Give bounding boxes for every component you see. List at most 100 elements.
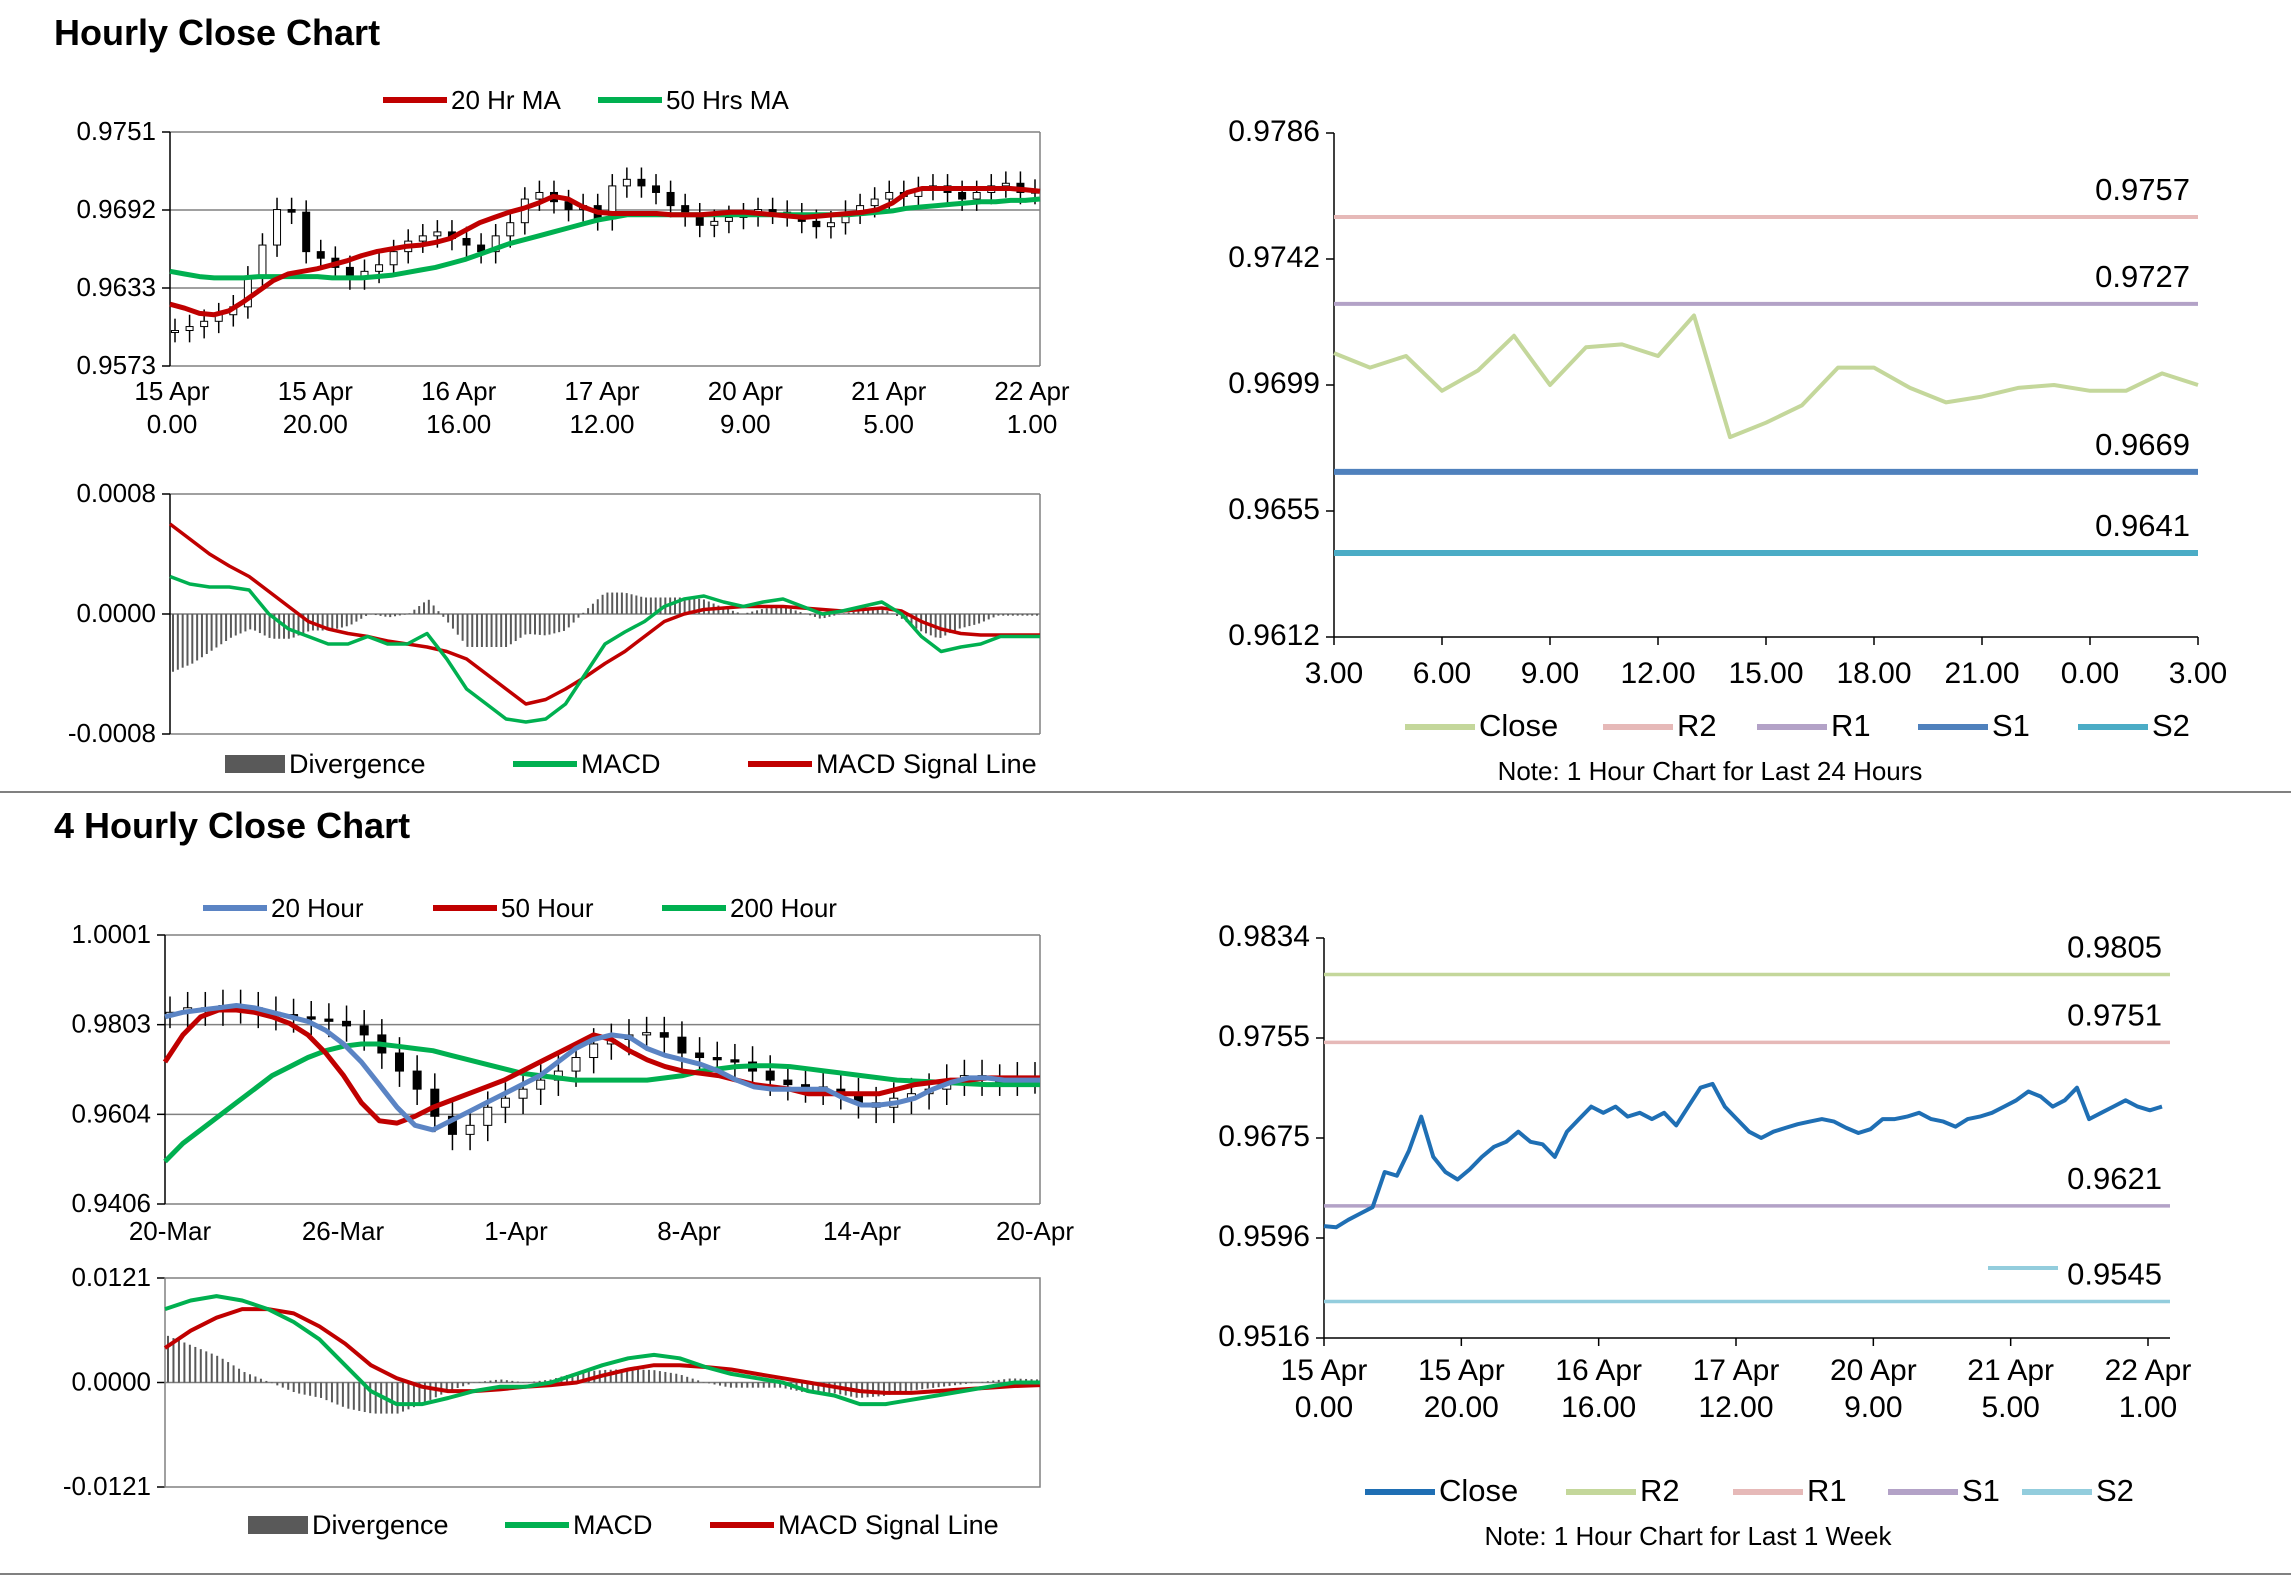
- candle: [418, 235, 427, 242]
- legend-label: 50 Hrs MA: [666, 85, 789, 115]
- candle: [885, 191, 894, 200]
- candle: [826, 222, 835, 228]
- candle: [447, 1115, 457, 1135]
- candle: [812, 220, 821, 228]
- y-tick-label: 0.9655: [1228, 493, 1320, 526]
- candle: [491, 235, 500, 253]
- legend-label: R1: [1831, 708, 1871, 743]
- chart-note: Note: 1 Hour Chart for Last 24 Hours: [1498, 756, 1923, 786]
- x-tick-label: 0.00: [147, 409, 198, 439]
- legend-label: MACD Signal Line: [816, 749, 1037, 779]
- candle: [316, 251, 325, 259]
- x-tick-label: 20.00: [283, 409, 348, 439]
- x-tick-label: 0.00: [2061, 657, 2119, 690]
- candle: [200, 320, 209, 328]
- macd-signal-line: [163, 1307, 1041, 1395]
- four-hourly-macd-chart: 0.0121 0.0000 -0.0121 Divergence MACD MACD Si…: [63, 1262, 1041, 1540]
- legend-label: Close: [1479, 708, 1558, 743]
- x-tick-label: 9.00: [1521, 657, 1579, 690]
- level-label-r1: 0.9751: [2067, 997, 2162, 1032]
- candle: [375, 264, 384, 272]
- level-label-r2: 0.9805: [2067, 929, 2162, 964]
- candle: [412, 1070, 422, 1090]
- level-label-s1: 0.9621: [2067, 1161, 2162, 1196]
- x-tick-label: 3.00: [1305, 657, 1363, 690]
- ma50-line: [169, 196, 1041, 281]
- legend-label: S2: [2152, 708, 2190, 743]
- candle: [642, 1032, 652, 1036]
- y-tick-label: 0.9742: [1228, 241, 1320, 274]
- y-tick-label: 0.9834: [1218, 920, 1310, 953]
- candle: [324, 1018, 334, 1022]
- x-tick-label: 15 Apr: [1418, 1354, 1505, 1387]
- candle: [958, 191, 967, 200]
- x-tick-label: 9.00: [1844, 1391, 1902, 1424]
- candle: [258, 244, 267, 279]
- candle: [433, 231, 442, 237]
- candle: [302, 211, 311, 253]
- candle: [589, 1043, 599, 1059]
- close-line: [1333, 313, 2199, 440]
- y-tick-label: 0.9516: [1218, 1320, 1310, 1353]
- legend-label: S1: [1962, 1473, 2000, 1508]
- legend-label: MACD: [573, 1510, 653, 1540]
- x-tick-label: 20-Apr: [996, 1216, 1074, 1246]
- candle: [870, 198, 879, 207]
- legend-label: R1: [1807, 1473, 1847, 1508]
- legend-label: Close: [1439, 1473, 1518, 1508]
- candle: [342, 1020, 352, 1027]
- y-tick-label: 0.0121: [71, 1262, 151, 1292]
- x-tick-label: 21.00: [1944, 657, 2019, 690]
- four-hourly-section-title: 4 Hourly Close Chart: [54, 805, 411, 846]
- candle: [536, 1079, 546, 1090]
- candle: [273, 209, 282, 246]
- y-tick-label: 0.9406: [71, 1188, 151, 1218]
- chart-note: Note: 1 Hour Chart for Last 1 Week: [1484, 1521, 1892, 1551]
- x-tick-label: 20.00: [1424, 1391, 1499, 1424]
- legend-label: 200 Hour: [730, 893, 837, 923]
- y-tick-label: 0.9596: [1218, 1220, 1310, 1253]
- x-tick-label: 15 Apr: [134, 376, 210, 406]
- y-tick-label: 0.9803: [71, 1009, 151, 1039]
- legend-swatch: [225, 755, 285, 773]
- candle: [710, 220, 719, 226]
- y-tick-label: 0.0000: [71, 1367, 151, 1397]
- candle: [571, 1057, 581, 1072]
- x-tick-label: 17 Apr: [564, 376, 640, 406]
- x-tick-label: 17 Apr: [1693, 1354, 1780, 1387]
- x-tick-label: 5.00: [863, 409, 914, 439]
- legend-label: Divergence: [289, 749, 426, 779]
- x-tick-label: 1-Apr: [484, 1216, 548, 1246]
- x-tick-label: 21 Apr: [851, 376, 927, 406]
- x-tick-label: 12.00: [1698, 1391, 1773, 1424]
- x-tick-label: 20 Apr: [708, 376, 784, 406]
- macd-line: [164, 1294, 1040, 1407]
- section-divider-bottom: [0, 1573, 2291, 1575]
- section-divider: [0, 791, 2291, 793]
- y-tick-label: 0.9633: [76, 272, 156, 302]
- legend-label: MACD Signal Line: [778, 1510, 999, 1540]
- candle: [768, 209, 777, 213]
- y-tick-label: 0.9612: [1228, 619, 1320, 652]
- candle: [666, 191, 675, 207]
- candle: [389, 251, 398, 266]
- y-tick-label: 0.9692: [76, 194, 156, 224]
- candle: [306, 1016, 316, 1020]
- candle: [730, 1059, 740, 1063]
- legend-label: MACD: [581, 749, 661, 779]
- y-tick-label: 0.9755: [1218, 1020, 1310, 1053]
- candle: [712, 1057, 722, 1061]
- candle: [765, 1070, 775, 1081]
- x-tick-label: 20-Mar: [129, 1216, 212, 1246]
- hourly-macd-chart: 0.0008 0.0000 -0.0008 Divergence MACD MACD Si…: [68, 478, 1041, 779]
- legend-label: S1: [1992, 708, 2030, 743]
- candle: [506, 222, 515, 237]
- candle: [462, 237, 471, 246]
- candle: [724, 216, 733, 222]
- legend-label: 50 Hour: [501, 893, 594, 923]
- candle: [972, 191, 981, 200]
- candle: [677, 1036, 687, 1054]
- candle: [801, 1084, 811, 1088]
- candle: [518, 1088, 528, 1099]
